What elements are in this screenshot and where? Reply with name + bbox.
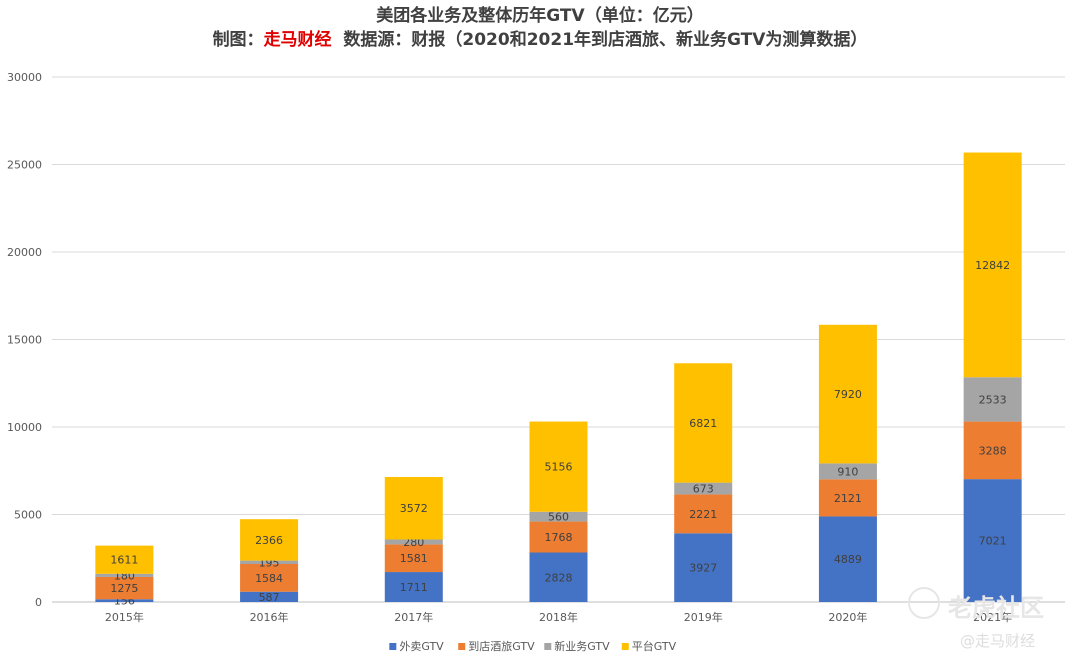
y-tick-label: 15000 [7,334,42,347]
data-label: 2121 [834,492,862,505]
y-tick-label: 30000 [7,71,42,84]
bar-segment [963,152,1022,378]
data-label: 1275 [110,582,138,595]
bar-segment [95,576,154,600]
legend-swatch [389,643,397,650]
data-label: 4889 [834,553,862,566]
legend-label: 平台GTV [632,639,677,653]
chart-title: 美团各业务及整体历年GTV（单位：亿元） [376,6,704,26]
y-tick-label: 25000 [7,159,42,172]
data-label: 2828 [545,571,573,584]
x-tick-label: 2017年 [394,610,433,624]
bar-segment [384,572,443,602]
legend-swatch [621,643,629,650]
y-tick-label: 5000 [14,509,42,522]
x-tick-label: 2018年 [539,610,578,624]
data-label: 7021 [979,535,1007,548]
legend-label: 外卖GTV [399,640,444,653]
bar-segment [384,539,443,545]
legend-label: 新业务GTV [554,639,610,653]
y-tick-label: 10000 [7,421,42,434]
y-axis: 0 5000 10000 15000 20000 25000 30000 [7,71,42,609]
bar-segment [240,591,299,602]
data-label: 560 [548,511,569,524]
bar-segment [384,544,443,573]
legend: 外卖GTV 到店酒旅GTV 新业务GTV 平台GTV [389,639,677,653]
bar-segment [529,511,588,522]
data-label: 5156 [545,461,573,474]
legend-label: 到店酒旅GTV [468,639,535,653]
data-label: 7920 [834,388,862,401]
data-label: 3572 [400,502,428,515]
y-tick-label: 20000 [7,246,42,259]
legend-swatch [544,643,552,650]
bar-segment [818,324,877,464]
bar-segment [963,377,1022,422]
data-label: 1711 [400,581,428,594]
x-tick-label: 2016年 [250,610,289,624]
bar-segment [384,476,443,540]
x-tick-label: 2020年 [828,610,867,624]
bars: 1561275180161158715841952366171115812803… [95,152,1022,608]
data-label: 1768 [545,531,573,544]
bar-segment [674,533,733,602]
bar-segment [674,482,733,495]
bar-segment [529,521,588,553]
bar-segment [818,516,877,602]
watermark-text: 老虎社区 [948,594,1044,622]
bar-segment [95,573,154,577]
data-label: 1611 [110,554,138,567]
chart-subtitle: 制图：走马财经 数据源：财报（2020和2021年到店酒旅、新业务GTV为测算数… [0,28,1080,52]
data-label: 2533 [979,393,1007,406]
subtitle-suffix: 数据源：财报（2020和2021年到店酒旅、新业务GTV为测算数据） [331,30,868,50]
data-label: 1584 [255,572,283,585]
subtitle-brand: 走马财经 [263,30,332,50]
bar-segment [963,421,1022,480]
y-tick-label: 0 [35,596,42,609]
data-label: 2221 [689,508,717,521]
grid-lines [52,76,1065,603]
bar-segment [818,463,877,480]
data-label: 587 [259,591,280,604]
x-tick-label: 2019年 [684,610,723,624]
bar-segment [240,560,299,565]
data-label: 3927 [689,562,717,575]
bar-segment [240,519,299,561]
data-label: 673 [693,483,714,496]
bar-segment [674,363,733,483]
data-label: 3288 [979,444,1007,457]
bar-segment [95,545,154,574]
x-tick-label: 2021年 [973,610,1012,624]
data-label: 2366 [255,534,283,547]
x-axis: 2015年 2016年 2017年 2018年 2019年 2020年 2021年 [105,610,1012,624]
data-label: 1581 [400,552,428,565]
bar-segment [529,421,588,512]
bar-segment [963,479,1022,602]
bar-segment [818,479,877,517]
chart-title-block: 美团各业务及整体历年GTV（单位：亿元） 制图：走马财经 数据源：财报（2020… [0,4,1080,52]
bar-segment [674,494,733,534]
bar-segment [240,564,299,592]
subtitle-prefix: 制图： [212,30,264,50]
bar-segment [95,599,154,602]
legend-swatch [458,643,466,650]
x-tick-label: 2015年 [105,610,144,624]
bar-segment [529,552,588,602]
data-label: 6821 [689,417,717,430]
watermark-handle: @走马财经 [960,632,1036,650]
watermark-logo-icon [908,587,940,619]
data-label: 910 [837,465,858,478]
data-label: 12842 [975,259,1010,272]
